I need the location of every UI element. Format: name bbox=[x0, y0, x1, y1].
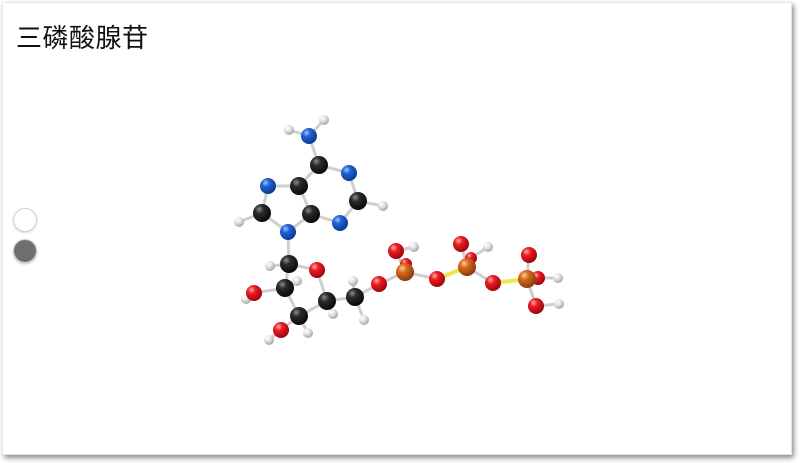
view-option-2-button[interactable] bbox=[13, 239, 37, 263]
view-option-1-button[interactable] bbox=[13, 208, 37, 232]
carbon-atoms bbox=[253, 156, 367, 325]
hydrogen-atoms bbox=[234, 115, 564, 345]
oxygen-atoms bbox=[246, 236, 545, 338]
nitrogen-atoms bbox=[260, 128, 357, 240]
viewer-frame: 三磷酸腺苷 bbox=[2, 2, 792, 455]
phosphorus-atoms bbox=[396, 258, 536, 288]
page-title: 三磷酸腺苷 bbox=[16, 24, 149, 54]
